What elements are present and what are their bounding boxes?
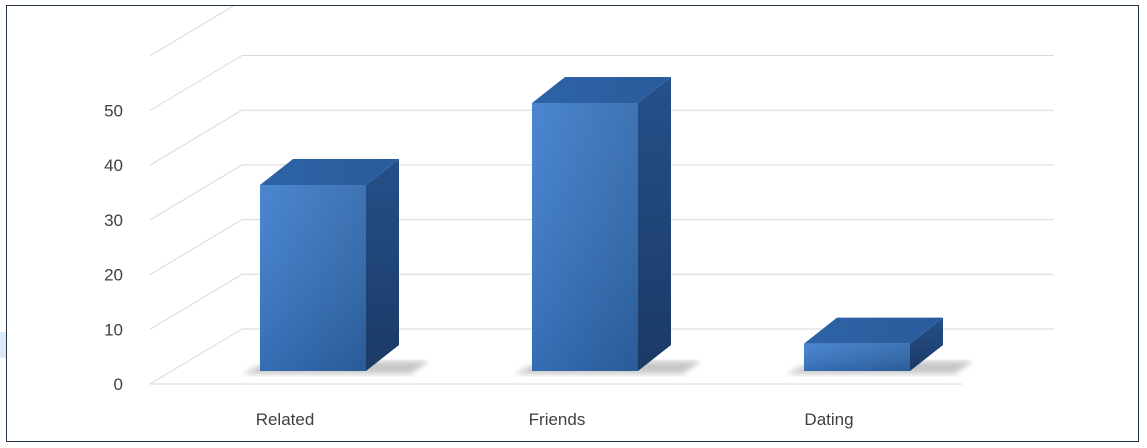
x-tick-label: Dating (804, 410, 853, 429)
bar-dating (786, 317, 973, 374)
gridline-diagonal (149, 55, 243, 111)
y-tick-label: 20 (104, 266, 123, 285)
gridline-diagonal (149, 0, 243, 57)
page-edge-accent (0, 332, 6, 358)
bar-chart-3d: 0 10 20 30 40 50 Related Friends Dating (104, 0, 1054, 429)
bar-friends (514, 76, 701, 374)
y-axis: 0 10 20 30 40 50 (104, 102, 123, 395)
bar-top-face (532, 76, 671, 103)
category-axis: Related Friends Dating (256, 410, 854, 429)
chart-frame: 0 10 20 30 40 50 Related Friends Dating (6, 0, 1139, 442)
bar-front-shade (532, 102, 638, 371)
bar-related (242, 159, 429, 374)
gridline-diagonal (149, 219, 243, 276)
gridline-diagonal (149, 328, 243, 385)
y-tick-label: 50 (104, 102, 123, 121)
bar-side-face (638, 76, 671, 371)
bar-side-face (366, 159, 399, 371)
y-tick-label: 0 (114, 375, 123, 394)
bar-top-face (260, 159, 399, 186)
gridline-diagonal (149, 273, 243, 330)
x-tick-label: Friends (529, 410, 586, 429)
x-tick-label: Related (256, 410, 315, 429)
bar-front-shade (260, 185, 366, 371)
y-tick-label: 30 (104, 211, 123, 230)
y-tick-label: 40 (104, 156, 123, 175)
gridline-diagonal (149, 164, 243, 221)
y-tick-label: 10 (104, 320, 123, 339)
gridline-diagonal (149, 109, 243, 166)
bar-top-face (804, 317, 943, 344)
bar-front-shade (804, 343, 910, 371)
bars (242, 76, 973, 374)
bar-side-face (910, 317, 943, 371)
